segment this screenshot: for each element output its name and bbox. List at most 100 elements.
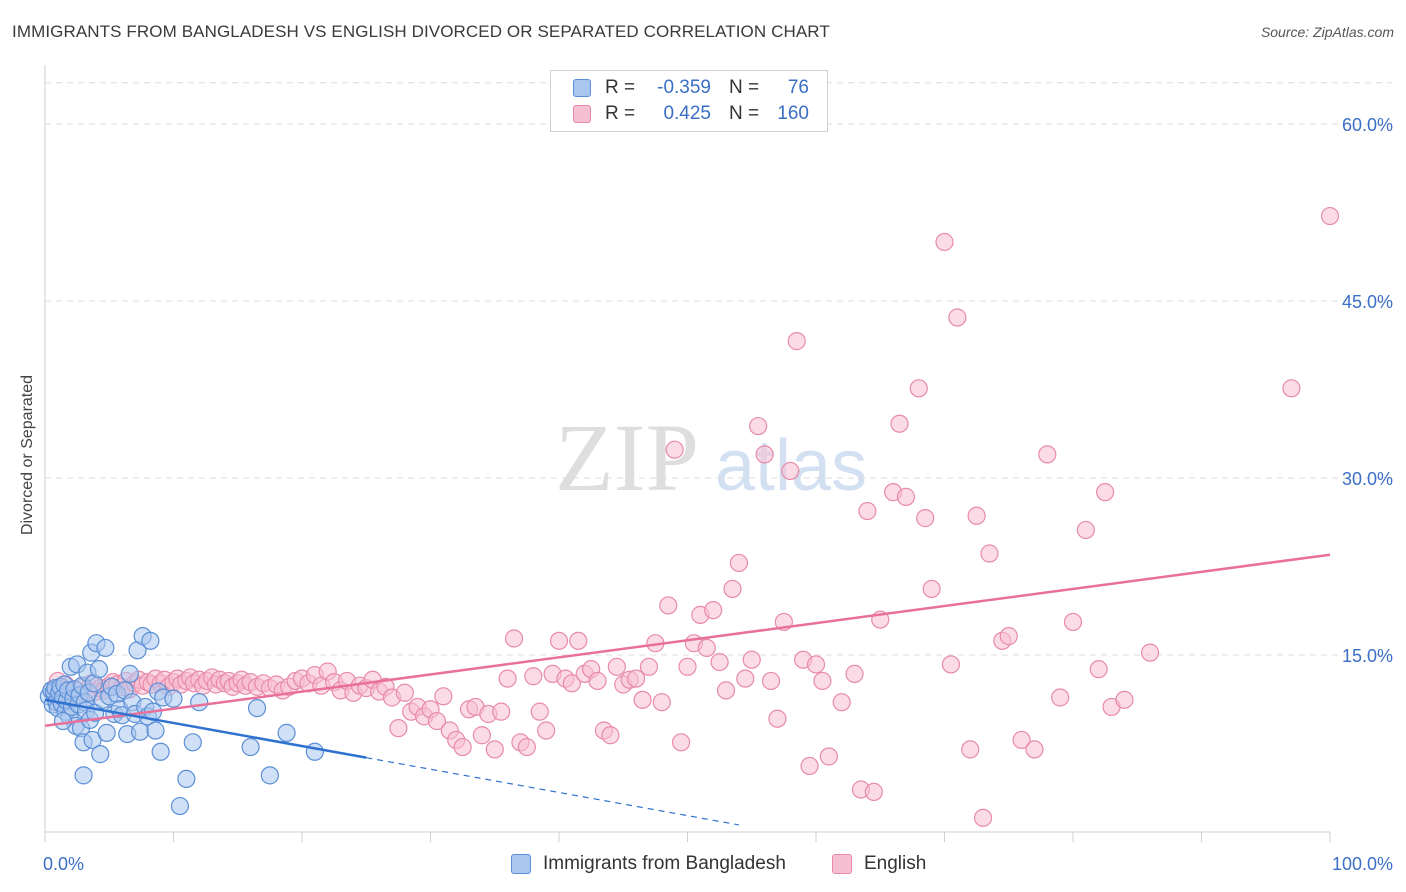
grid xyxy=(45,82,1392,656)
english-point xyxy=(639,657,659,676)
english-point xyxy=(492,702,511,721)
y-tick-label: 60.0% xyxy=(1342,115,1393,135)
english-point xyxy=(472,726,491,745)
english-point xyxy=(864,782,883,801)
english-point xyxy=(652,693,671,712)
english-point xyxy=(1051,688,1070,707)
english-point xyxy=(665,440,684,459)
english-point xyxy=(858,501,877,521)
english-point xyxy=(716,681,736,700)
bangladesh-trend-extension xyxy=(366,757,740,826)
english-point xyxy=(671,733,691,752)
bangladesh-point xyxy=(170,796,190,816)
legend-swatch-pink xyxy=(832,854,852,874)
english-point xyxy=(948,308,967,327)
bangladesh-point xyxy=(164,689,183,708)
legend-n-label: N = xyxy=(729,103,760,124)
english-point xyxy=(935,232,954,252)
english-point xyxy=(517,737,536,757)
x-tick-label: 0.0% xyxy=(43,854,84,874)
english-point xyxy=(427,711,447,731)
legend-item-english: English xyxy=(832,852,926,876)
legend-swatch-blue xyxy=(573,79,591,97)
legend-label-english: English xyxy=(864,853,927,874)
bangladesh-point xyxy=(89,660,109,679)
bangladesh-point xyxy=(247,698,267,718)
legend-row-english: R = 0.425 N = 160 xyxy=(573,103,809,125)
legend-r-value: 0.425 xyxy=(663,103,711,124)
english-point xyxy=(524,667,543,686)
english-point xyxy=(485,740,504,759)
english-point xyxy=(819,747,838,766)
english-point xyxy=(549,631,569,650)
legend-n-value: 76 xyxy=(787,77,809,98)
chart-source: Source: ZipAtlas.com xyxy=(1260,24,1394,40)
english-point xyxy=(909,379,928,398)
bangladesh-point xyxy=(53,711,73,731)
legend-row-bangladesh: R = -0.359 N = 76 xyxy=(573,77,809,99)
english-point xyxy=(504,629,524,648)
english-point xyxy=(723,579,742,599)
bangladesh-point xyxy=(146,721,165,740)
bangladesh-points xyxy=(39,627,324,816)
legend-n-value: 160 xyxy=(777,103,809,124)
english-point xyxy=(678,657,697,676)
english-point xyxy=(806,655,826,674)
english-point xyxy=(626,669,646,688)
legend-item-bangladesh: Immigrants from Bangladesh xyxy=(511,852,786,876)
english-point xyxy=(980,544,999,563)
legend-r-label: R = xyxy=(605,103,636,124)
x-tick-label: 100.0% xyxy=(1332,854,1393,874)
english-point xyxy=(1012,730,1031,750)
english-point xyxy=(697,638,716,658)
english-point xyxy=(973,808,993,827)
legend-r-value: -0.359 xyxy=(657,77,711,98)
english-point xyxy=(1096,483,1115,502)
english-point xyxy=(845,664,864,683)
english-point xyxy=(607,657,626,676)
bangladesh-point xyxy=(74,766,93,785)
english-point xyxy=(1140,643,1160,662)
bangladesh-point xyxy=(151,742,170,761)
english-point xyxy=(922,579,941,599)
bangladesh-point xyxy=(305,742,324,761)
english-point xyxy=(916,509,935,528)
y-tick-label: 30.0% xyxy=(1342,469,1393,489)
english-point xyxy=(498,669,517,688)
bangladesh-point xyxy=(141,631,160,650)
bangladesh-point xyxy=(177,769,196,789)
english-point xyxy=(768,709,787,728)
english-point xyxy=(961,740,980,759)
correlation-legend: R = -0.359 N = 76 R = 0.425 N = 160 xyxy=(550,70,828,132)
legend-swatch-blue xyxy=(511,854,531,874)
english-point xyxy=(890,414,909,433)
english-point xyxy=(813,671,832,691)
english-point xyxy=(781,461,800,481)
tick-labels: 15.0% 30.0% 45.0% 60.0% 0.0% 100.0% xyxy=(43,115,1393,874)
english-point xyxy=(659,596,678,615)
legend-label-bangladesh: Immigrants from Bangladesh xyxy=(543,853,786,874)
english-point xyxy=(1025,740,1044,759)
english-points xyxy=(42,206,1340,827)
english-point xyxy=(710,652,729,672)
bangladesh-point xyxy=(260,766,279,785)
english-point xyxy=(395,683,414,702)
trend-lines xyxy=(44,553,1331,826)
english-point xyxy=(941,655,961,674)
english-point xyxy=(633,690,652,709)
english-point xyxy=(1089,660,1108,679)
english-point xyxy=(800,756,819,776)
english-point xyxy=(729,553,749,573)
english-point xyxy=(434,687,453,706)
english-point xyxy=(1038,445,1057,464)
english-point xyxy=(761,671,781,691)
english-point xyxy=(530,702,549,721)
bangladesh-point xyxy=(96,638,115,658)
y-tick-label: 15.0% xyxy=(1342,646,1393,666)
bangladesh-trend-line xyxy=(44,698,367,759)
english-point xyxy=(787,332,806,351)
english-point xyxy=(755,445,774,464)
english-point xyxy=(562,674,581,693)
legend-n-label: N = xyxy=(729,77,760,98)
